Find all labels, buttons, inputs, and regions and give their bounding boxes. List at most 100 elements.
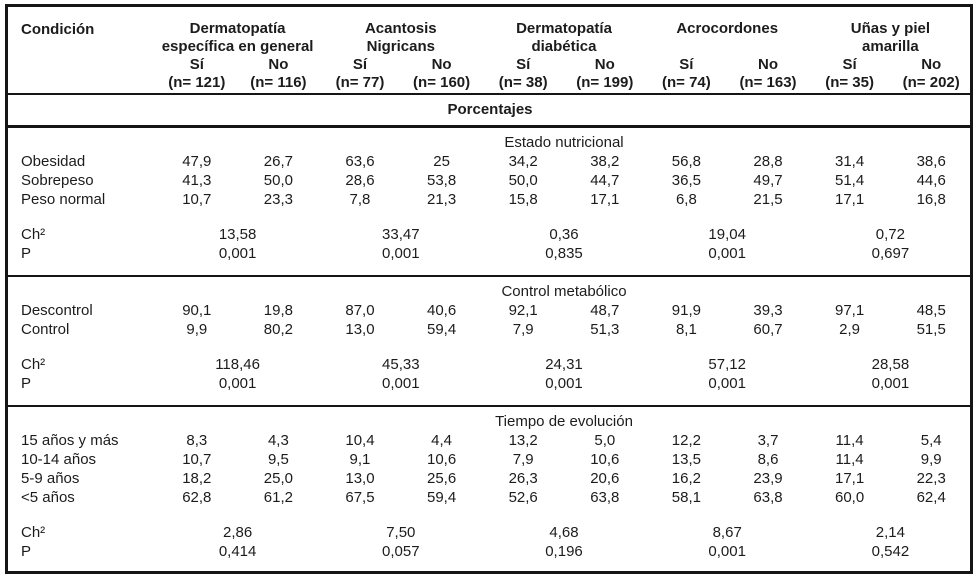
stat-value: 2,86 (222, 524, 253, 541)
yes-header: Sí (516, 56, 531, 73)
value-cell: 51,3 (590, 321, 620, 338)
table-body: Estado nutricional Obesidad 47,9 26,7 63,6 25… (8, 127, 970, 572)
value-cell: 92,1 (508, 302, 538, 319)
stat-row: P 0,001 0,001 0,001 0,001 0,001 (8, 374, 970, 406)
table-row: Sobrepeso 41,3 50,0 28,6 53,8 50,0 44,7 36,5 49,… (8, 171, 970, 190)
value-cell: 51,4 (834, 172, 865, 189)
stat-value: 57,12 (708, 356, 746, 373)
value-cell: 60,0 (834, 489, 865, 506)
value-cell: 4,3 (267, 432, 289, 449)
n-count-yes: (n= 35) (825, 74, 874, 91)
stat-value: 0,835 (545, 245, 583, 262)
value-cell: 26,7 (263, 153, 293, 170)
group-header-4: Uñas y piel amarilla (809, 7, 970, 56)
stat-value: 0,001 (218, 375, 257, 392)
n-count-no: (n= 199) (576, 74, 634, 91)
value-cell: 50,0 (263, 172, 293, 189)
stat-value: 13,58 (218, 226, 257, 243)
value-cell: 59,4 (426, 489, 457, 506)
group-name-line: Acrocordones (676, 20, 779, 37)
row-label: 5-9 años (21, 470, 80, 487)
section-title-row: Estado nutricional (8, 127, 970, 153)
value-cell: 62,4 (916, 489, 946, 506)
value-cell: 26,3 (508, 470, 538, 487)
value-cell: 41,3 (182, 172, 212, 189)
value-cell: 16,2 (671, 470, 701, 487)
section-title-spacer (8, 405, 156, 431)
value-cell: 21,3 (426, 191, 457, 208)
group-header-row: Condición Dermatopatía específica en gene… (8, 7, 970, 56)
value-cell: 17,1 (834, 191, 865, 208)
stat-value: 8,67 (712, 524, 742, 541)
stat-value: 0,001 (545, 375, 583, 392)
value-cell: 31,4 (834, 153, 865, 170)
stat-value: 0,72 (875, 226, 905, 243)
n-count-yes: (n= 38) (498, 74, 548, 91)
stat-value: 0,001 (708, 375, 746, 392)
stat-value: 0,697 (871, 245, 910, 262)
value-cell: 4,4 (431, 432, 453, 449)
value-cell: 12,2 (671, 432, 701, 449)
value-cell: 5,4 (920, 432, 942, 449)
n-count-no: (n= 116) (250, 74, 307, 91)
row-label: Descontrol (21, 302, 93, 319)
row-label: Obesidad (21, 153, 86, 170)
group-header-1: Acantosis Nigricans (319, 7, 482, 56)
value-cell: 58,1 (671, 489, 701, 506)
table-row: 5-9 años 18,2 25,0 13,0 25,6 26,3 20,6 16,2 23,9… (8, 469, 970, 488)
table-row: Peso normal 10,7 23,3 7,8 21,3 15,8 17,1 6,8 21,… (8, 190, 970, 209)
n-count-yes: (n= 121) (168, 74, 226, 91)
value-cell: 59,4 (426, 321, 457, 338)
value-cell: 52,6 (508, 489, 538, 506)
value-cell: 17,1 (590, 191, 620, 208)
table-row: <5 años 62,8 61,2 67,5 59,4 52,6 63,8 58,1 63,8 6… (8, 488, 970, 507)
value-cell: 9,9 (186, 321, 208, 338)
value-cell: 47,9 (182, 153, 212, 170)
value-cell: 97,1 (834, 302, 865, 319)
table-frame: Condición Dermatopatía específica en gene… (5, 4, 973, 574)
section-title-row: Control metabólico (8, 275, 970, 301)
value-cell: 19,8 (263, 302, 293, 319)
n-count-yes: (n= 77) (335, 74, 385, 91)
group-name-line: Uñas y piel (850, 20, 930, 37)
stat-value: 0,196 (545, 543, 583, 560)
value-cell: 49,7 (753, 172, 783, 189)
value-cell: 23,9 (753, 470, 783, 487)
stat-value: 0,001 (218, 245, 257, 262)
table-row: Obesidad 47,9 26,7 63,6 25 34,2 38,2 56,8 28,8 31… (8, 152, 970, 171)
yes-header: Sí (679, 56, 694, 73)
value-cell: 63,8 (590, 489, 620, 506)
value-cell: 16,8 (916, 191, 946, 208)
value-cell: 8,1 (675, 321, 697, 338)
value-cell: 13,5 (671, 451, 701, 468)
yes-header: Sí (842, 56, 857, 73)
value-cell: 28,8 (753, 153, 783, 170)
section-title: Estado nutricional (504, 134, 624, 151)
yes-header: Sí (189, 56, 204, 73)
value-cell: 48,5 (916, 302, 946, 319)
value-cell: 34,2 (508, 153, 538, 170)
stat-row: Ch² 2,86 7,50 4,68 8,67 2,14 (8, 507, 970, 542)
value-cell: 25,6 (426, 470, 457, 487)
value-cell: 87,0 (345, 302, 375, 319)
section-title-spacer (8, 275, 156, 301)
value-cell: 25,0 (263, 470, 293, 487)
value-cell: 3,7 (757, 432, 779, 449)
n-count-no: (n= 160) (413, 74, 471, 91)
table-row: 15 años y más 8,3 4,3 10,4 4,4 13,2 5,0 12,2 3,7… (8, 431, 970, 450)
value-cell: 11,4 (835, 432, 864, 449)
row-label: Control (21, 321, 70, 338)
group-name-line: Dermatopatía (516, 20, 612, 37)
value-cell: 10,7 (182, 451, 212, 468)
value-cell: 7,8 (349, 191, 371, 208)
value-cell: 39,3 (753, 302, 783, 319)
value-cell: 48,7 (590, 302, 620, 319)
stat-row: P 0,414 0,057 0,196 0,001 0,542 (8, 542, 970, 571)
stat-value: 0,001 (708, 245, 746, 262)
stat-value: 118,46 (215, 356, 260, 373)
row-label: Peso normal (21, 191, 106, 208)
statistics-table: Condición Dermatopatía específica en gene… (8, 7, 970, 572)
no-header: No (431, 56, 452, 73)
row-label: Sobrepeso (21, 172, 94, 189)
value-cell: 17,1 (834, 470, 865, 487)
